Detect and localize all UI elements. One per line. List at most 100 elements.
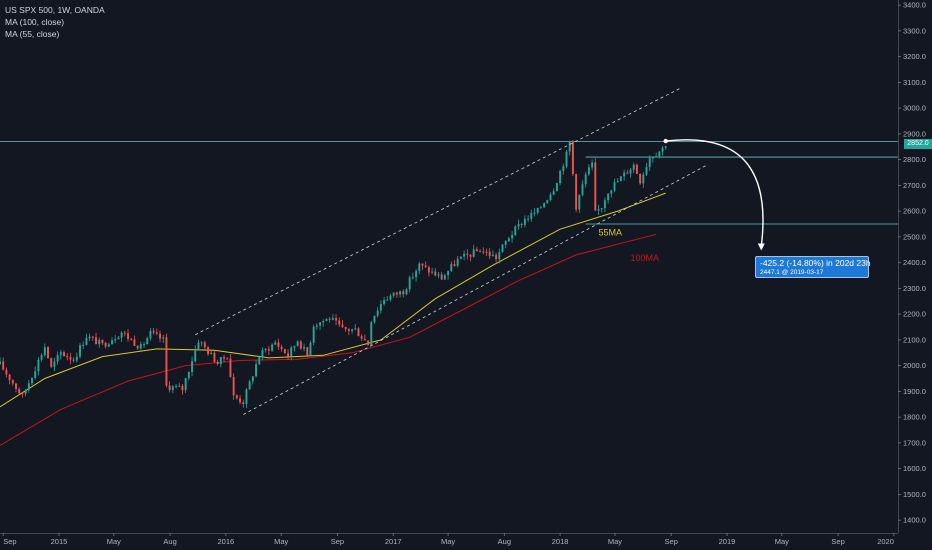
candle-body — [648, 158, 651, 168]
candle-body — [459, 256, 462, 259]
channel-upper-line — [195, 87, 682, 336]
time-tick-label: 2020 — [877, 537, 894, 546]
candle-body — [31, 377, 33, 384]
time-tick-label: 2018 — [552, 537, 569, 546]
candle-body — [421, 263, 424, 266]
candle-body — [642, 174, 645, 184]
candle-body — [226, 358, 229, 360]
candle-body — [600, 208, 603, 210]
price-tick-label: 1400.0 — [903, 516, 926, 525]
candle-body — [543, 203, 546, 208]
candle-body — [197, 342, 200, 350]
candle-body — [309, 342, 312, 356]
candle-body — [8, 374, 11, 381]
candle-body — [520, 224, 523, 226]
candle-body — [463, 253, 466, 257]
candle-body — [267, 349, 270, 351]
candle-body — [587, 167, 590, 175]
candle-body — [95, 337, 97, 345]
candle-body — [66, 355, 69, 358]
chart-legend: US SPX 500, 1W, OANDA MA (100, close) MA… — [5, 4, 105, 40]
legend-ma55: MA (55, close) — [5, 29, 60, 39]
time-tick-label: May — [775, 537, 789, 546]
candle-body — [34, 371, 37, 378]
candle-body — [72, 359, 75, 361]
candle-body — [571, 141, 574, 174]
candle-body — [610, 190, 613, 194]
price-tick-label: 1500.0 — [903, 490, 926, 499]
candle-body — [658, 151, 661, 157]
candle-body — [341, 324, 344, 327]
candle-body — [328, 318, 331, 320]
candle-body — [274, 342, 277, 345]
candle-body — [453, 264, 456, 266]
legend-ma100: MA (100, close) — [5, 17, 65, 27]
candle-body — [283, 349, 286, 354]
candle-body — [655, 156, 658, 158]
candle-body — [18, 388, 21, 394]
candle-body — [296, 341, 299, 346]
price-tick-label: 2300.0 — [903, 284, 926, 293]
candle-body — [344, 326, 347, 330]
candle-body — [146, 338, 149, 345]
candle-body — [351, 329, 354, 331]
candle-body — [69, 357, 72, 360]
candle-body — [184, 378, 187, 391]
candle-body — [56, 355, 59, 362]
candle-body — [85, 338, 88, 345]
candle-body — [514, 226, 517, 236]
price-tick-label: 2600.0 — [903, 207, 926, 216]
candle-body — [245, 389, 248, 404]
candle-body — [338, 320, 341, 325]
candle-body — [322, 321, 325, 323]
candle-body — [511, 235, 514, 239]
candle-body — [591, 162, 594, 168]
candle-body — [136, 345, 139, 349]
candle-body — [645, 167, 648, 175]
candle-body — [287, 353, 290, 357]
candle-body — [88, 336, 91, 339]
candle-body — [661, 147, 664, 152]
candle-body — [482, 251, 485, 253]
candle-body — [50, 358, 53, 367]
candle-body — [408, 277, 411, 290]
candle-body — [392, 292, 395, 296]
candle-body — [187, 371, 190, 379]
annotation-2: 100MA — [631, 253, 660, 263]
candle-body — [549, 194, 552, 201]
price-tick-label: 1800.0 — [903, 413, 926, 422]
candle-body — [613, 182, 616, 191]
price-tick-label: 2000.0 — [903, 361, 926, 370]
channel-lower-line — [243, 164, 708, 415]
candle-body — [626, 172, 629, 174]
candle-body — [75, 356, 78, 361]
candle-body — [171, 386, 174, 391]
time-tick-label: 2017 — [385, 537, 402, 546]
candle-body — [635, 164, 638, 174]
candle-body — [219, 357, 222, 365]
candle-body — [203, 342, 206, 348]
candle-body — [399, 291, 402, 295]
price-tick-label: 1600.0 — [903, 464, 926, 473]
ma100-line — [0, 233, 657, 446]
candle-body — [223, 357, 226, 359]
price-tick-label: 1700.0 — [903, 438, 926, 447]
candle-body — [210, 352, 213, 355]
candle-body — [53, 361, 56, 367]
candle-body — [386, 299, 389, 301]
candle-body — [242, 402, 245, 404]
price-tick-label: 2500.0 — [903, 232, 926, 241]
candle-body — [357, 328, 360, 337]
candle-body — [450, 264, 453, 272]
candle-body — [175, 386, 177, 388]
candle-body — [127, 333, 129, 339]
candle-body — [559, 170, 562, 184]
candle-body — [303, 347, 306, 349]
candle-body — [568, 141, 571, 152]
candle-body — [139, 344, 142, 349]
candle-body — [98, 339, 101, 345]
candle-body — [437, 274, 440, 276]
candle-body — [2, 361, 5, 370]
candle-body — [40, 355, 43, 360]
